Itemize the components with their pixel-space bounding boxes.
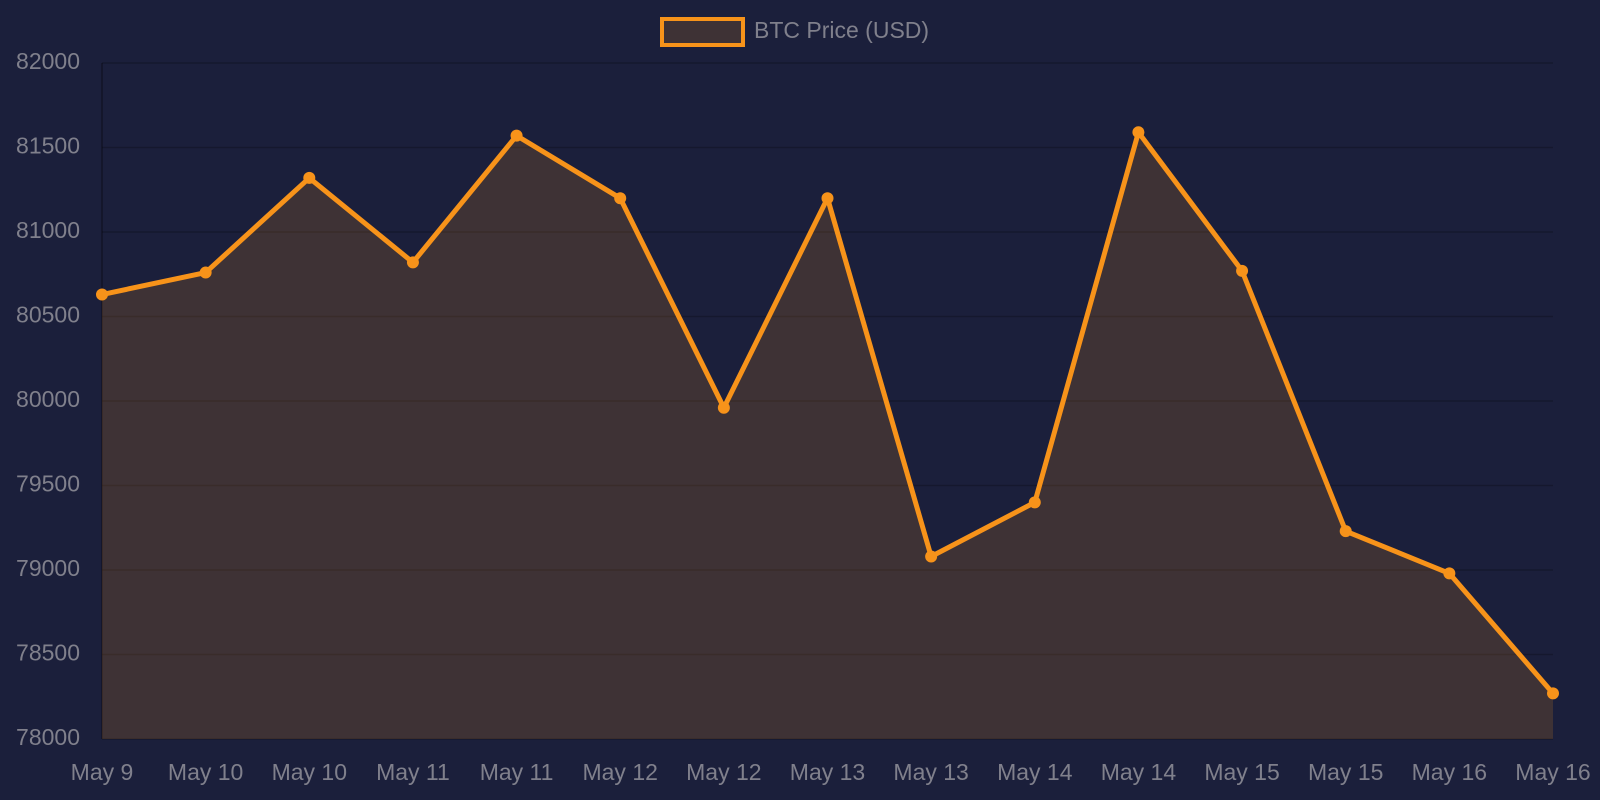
point — [717, 401, 730, 414]
x-tick-label: May 16 — [1515, 759, 1590, 785]
point — [1132, 126, 1145, 139]
point — [1547, 687, 1559, 700]
legend-swatch — [660, 17, 745, 47]
y-tick-label: 80500 — [16, 302, 80, 328]
legend-label: BTC Price (USD) — [754, 17, 929, 43]
point — [925, 550, 938, 563]
legend: BTC Price (USD) — [660, 17, 929, 47]
x-tick-label: May 14 — [997, 759, 1073, 785]
y-tick-label: 81500 — [16, 133, 80, 159]
x-tick-label: May 14 — [1101, 759, 1177, 785]
x-tick-label: May 16 — [1412, 759, 1487, 785]
x-tick-label: May 10 — [272, 759, 347, 785]
point — [1028, 496, 1041, 509]
y-tick-label: 82000 — [16, 48, 80, 74]
x-tick-label: May 11 — [376, 759, 450, 785]
x-tick-label: May 15 — [1204, 759, 1279, 785]
x-tick-label: May 15 — [1308, 759, 1383, 785]
point — [1236, 264, 1249, 277]
y-tick-label: 80000 — [16, 386, 80, 412]
x-tick-label: May 10 — [168, 759, 243, 785]
x-tick-label: May 12 — [582, 759, 657, 785]
x-tick-label: May 9 — [71, 759, 134, 785]
y-tick-label: 79500 — [16, 471, 80, 497]
y-tick-label: 79000 — [16, 555, 80, 581]
point — [406, 256, 419, 269]
x-tick-label: May 13 — [790, 759, 865, 785]
point — [614, 192, 627, 205]
y-tick-label: 78000 — [16, 724, 80, 750]
x-tick-label: May 11 — [480, 759, 554, 785]
point — [1443, 567, 1456, 580]
area — [102, 132, 1553, 740]
x-tick-label: May 13 — [893, 759, 968, 785]
y-tick-label: 78500 — [16, 640, 80, 666]
point — [1339, 525, 1352, 538]
point — [303, 171, 316, 184]
point — [821, 192, 834, 205]
y-tick-label: 81000 — [16, 217, 80, 243]
point — [199, 266, 212, 279]
point — [96, 288, 108, 301]
point — [510, 129, 523, 142]
x-tick-label: May 12 — [686, 759, 761, 785]
